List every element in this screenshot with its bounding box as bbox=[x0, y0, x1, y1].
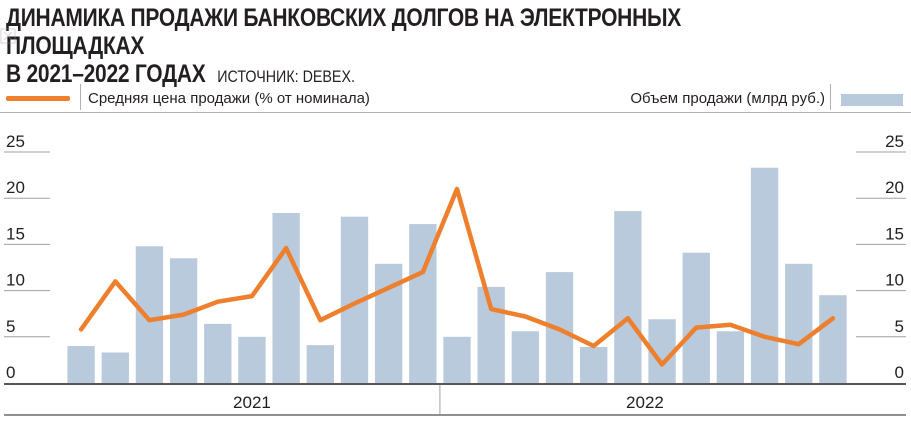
volume-bar bbox=[614, 211, 642, 383]
y-tick-label-left: 20 bbox=[6, 178, 25, 197]
y-tick-label-right: 15 bbox=[885, 224, 904, 243]
volume-bar bbox=[716, 331, 745, 383]
y-tick-label-left: 15 bbox=[6, 224, 25, 243]
volume-bar bbox=[101, 352, 129, 383]
y-tick-label-right: 10 bbox=[885, 271, 904, 290]
volume-bar bbox=[682, 252, 710, 383]
legend-bar-label: Объем продажи (млрд руб.) bbox=[630, 90, 825, 107]
legend-divider-left bbox=[80, 84, 81, 110]
volume-bar bbox=[580, 346, 608, 383]
volume-bar bbox=[511, 331, 540, 383]
y-tick-label-left: 10 bbox=[6, 271, 25, 290]
volume-bar bbox=[306, 345, 334, 383]
title-line-1: ДИНАМИКА ПРОДАЖИ БАНКОВСКИХ ДОЛГОВ НА ЭЛ… bbox=[6, 4, 682, 60]
volume-bar bbox=[169, 258, 198, 383]
volume-bar bbox=[272, 212, 300, 383]
source-note: ИСТОЧНИК: DEBEX. bbox=[217, 67, 355, 86]
chart-title: ДИНАМИКА ПРОДАЖИ БАНКОВСКИХ ДОЛГОВ НА ЭЛ… bbox=[6, 4, 745, 91]
volume-bar bbox=[204, 323, 232, 383]
y-tick-label-right: 20 bbox=[885, 178, 904, 197]
legend-bottom-rule bbox=[0, 112, 911, 113]
volume-bar bbox=[785, 263, 813, 383]
title-line-2-text: В 2021–2022 ГОДАХ bbox=[6, 60, 206, 88]
y-tick-label-right: 0 bbox=[895, 363, 904, 382]
volume-bar bbox=[443, 336, 471, 383]
title-line-2: В 2021–2022 ГОДАХ ИСТОЧНИК: DEBEX. bbox=[6, 60, 745, 91]
year-label: 2021 bbox=[233, 393, 271, 412]
legend-bar-swatch bbox=[841, 94, 903, 106]
y-tick-label-right: 25 bbox=[885, 132, 904, 151]
volume-bar bbox=[238, 336, 266, 383]
y-tick-label-right: 5 bbox=[895, 317, 904, 336]
y-tick-label-left: 25 bbox=[6, 132, 25, 151]
legend-line-swatch bbox=[6, 96, 70, 101]
volume-bar bbox=[135, 246, 164, 383]
legend-line-label: Средняя цена продажи (% от номинала) bbox=[88, 90, 370, 107]
watermark-icon bbox=[0, 28, 16, 44]
legend-divider-right bbox=[830, 84, 831, 110]
volume-bar bbox=[819, 295, 847, 383]
y-tick-label-left: 5 bbox=[6, 317, 15, 336]
y-tick-label-left: 0 bbox=[6, 363, 15, 382]
volume-bar bbox=[67, 346, 95, 383]
year-label: 2022 bbox=[626, 393, 664, 412]
volume-bar bbox=[750, 167, 779, 383]
legend: Средняя цена продажи (% от номинала) Объ… bbox=[0, 86, 911, 112]
